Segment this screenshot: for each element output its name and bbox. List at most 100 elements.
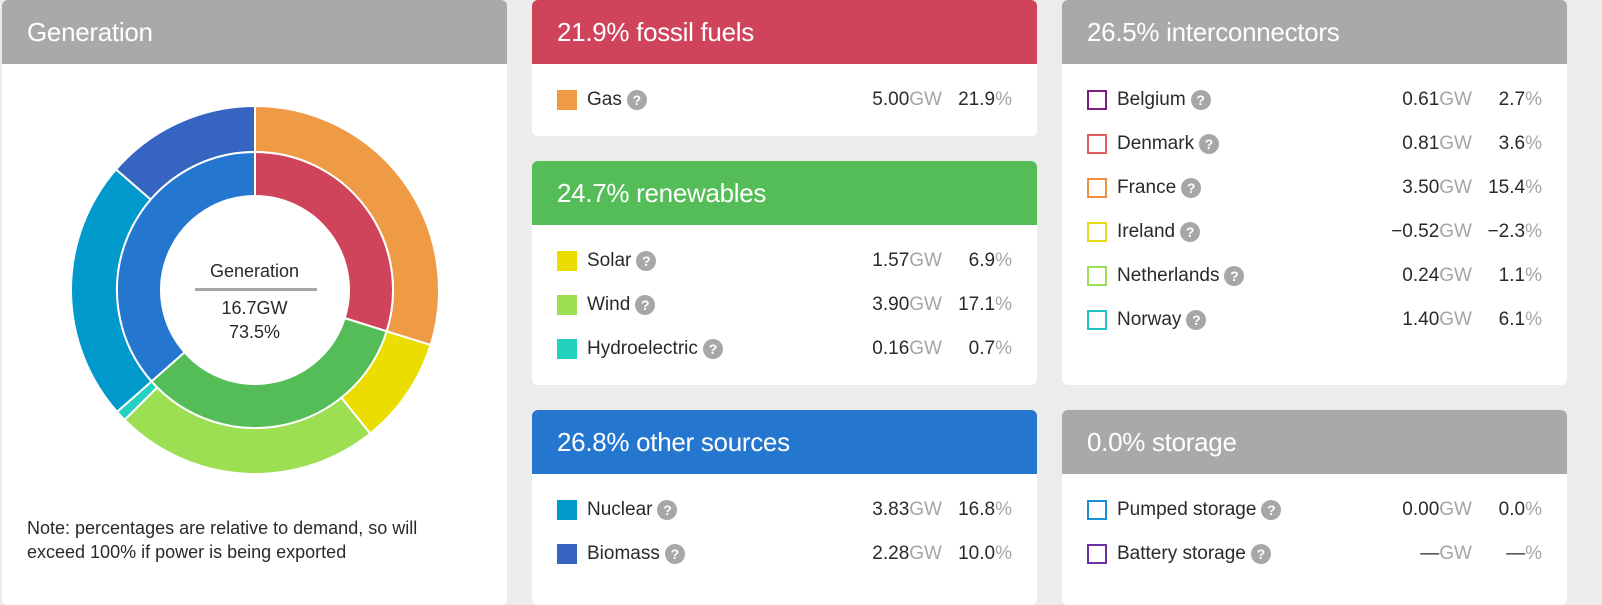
pct-unit: %: [995, 294, 1012, 315]
renewables-header: 24.7% renewables: [532, 161, 1037, 225]
question-mark-icon[interactable]: ?: [1250, 544, 1271, 564]
gw-unit: GW: [909, 499, 942, 520]
pct-value: 21.9%: [942, 89, 1012, 111]
row-label: Hydroelectric: [587, 338, 698, 359]
gw-value: 0.24GW: [1387, 265, 1472, 287]
gw-value: 0.16GW: [857, 338, 942, 360]
row-ireland: Ireland? −0.52GW −2.3%: [1087, 217, 1542, 247]
pct-value: 6.1%: [1472, 309, 1542, 331]
gw-number: 0.16: [872, 338, 910, 359]
gw-number: 1.57: [872, 250, 910, 271]
pct-unit: %: [1525, 543, 1542, 564]
row-label: France: [1117, 177, 1177, 198]
inner-slice-fossil-fuels[interactable]: [254, 150, 394, 333]
gw-number: 3.90: [872, 294, 910, 315]
pct-unit: %: [1525, 309, 1542, 330]
donut-center-pct: 73.5%: [228, 322, 281, 342]
row-label: Ireland: [1117, 221, 1176, 242]
gw-unit: GW: [909, 294, 942, 315]
pct-number: 6.9: [968, 250, 996, 271]
gw-number: 3.50: [1402, 177, 1440, 198]
row-label: Gas: [587, 89, 622, 110]
gw-unit: GW: [909, 543, 942, 564]
row-battery-storage: Battery storage? —GW —%: [1087, 539, 1542, 569]
gw-number: 5.00: [872, 89, 910, 110]
question-mark-icon[interactable]: ?: [1261, 500, 1282, 520]
pct-unit: %: [995, 543, 1012, 564]
legend-swatch: [1087, 178, 1107, 198]
pct-number: 3.6: [1498, 133, 1526, 154]
pct-unit: %: [995, 338, 1012, 359]
question-mark-icon[interactable]: ?: [635, 295, 656, 315]
row-label: Biomass: [587, 543, 660, 564]
row-label: Norway: [1117, 309, 1182, 330]
question-mark-icon[interactable]: ?: [702, 339, 723, 359]
fossil-fuels-card: 21.9% fossil fuels Gas? 5.00GW 21.9%: [532, 0, 1037, 136]
question-mark-icon[interactable]: ?: [664, 544, 685, 564]
pct-value: 16.8%: [942, 499, 1012, 521]
gw-unit: GW: [1439, 89, 1472, 110]
gw-value: —GW: [1387, 543, 1472, 565]
pct-value: 1.1%: [1472, 265, 1542, 287]
pct-value: 2.7%: [1472, 89, 1542, 111]
legend-swatch: [557, 90, 577, 110]
gw-number: 0.00: [1402, 499, 1440, 520]
row-label: Belgium: [1117, 89, 1186, 110]
gw-unit: GW: [1439, 221, 1472, 242]
question-mark-icon[interactable]: ?: [657, 500, 678, 520]
inner-slice-other-sources[interactable]: [116, 150, 256, 383]
row-solar: Solar? 1.57GW 6.9%: [557, 246, 1012, 276]
gw-value: 1.40GW: [1387, 309, 1472, 331]
question-mark-icon[interactable]: ?: [1199, 134, 1220, 154]
pct-unit: %: [1525, 89, 1542, 110]
interconnectors-card: 26.5% interconnectors Belgium? 0.61GW 2.7%…: [1062, 0, 1567, 385]
gw-value: 0.00GW: [1387, 499, 1472, 521]
generation-card: Generation Generation 16.7GW 73.5% Note:…: [2, 0, 507, 605]
gw-number: 0.24: [1402, 265, 1440, 286]
gw-unit: GW: [1439, 177, 1472, 198]
legend-swatch: [1087, 310, 1107, 330]
legend-swatch: [557, 251, 577, 271]
generation-header: Generation: [2, 0, 507, 64]
row-label: Pumped storage: [1117, 499, 1257, 520]
question-mark-icon[interactable]: ?: [1224, 266, 1245, 286]
gw-unit: GW: [1439, 309, 1472, 330]
gw-number: 0.81: [1402, 133, 1440, 154]
row-norway: Norway? 1.40GW 6.1%: [1087, 305, 1542, 335]
row-netherlands: Netherlands? 0.24GW 1.1%: [1087, 261, 1542, 291]
gw-unit: GW: [1439, 499, 1472, 520]
gw-unit: GW: [909, 250, 942, 271]
pct-number: —: [1506, 543, 1526, 564]
legend-swatch: [1087, 222, 1107, 242]
question-mark-icon[interactable]: ?: [1186, 310, 1207, 330]
legend-swatch: [1087, 266, 1107, 286]
gw-value: −0.52GW: [1387, 221, 1472, 243]
legend-swatch: [1087, 544, 1107, 564]
question-mark-icon[interactable]: ?: [1190, 90, 1211, 110]
question-mark-icon[interactable]: ?: [1180, 222, 1201, 242]
pct-value: 0.0%: [1472, 499, 1542, 521]
inner-slice-renewables[interactable]: [150, 316, 388, 429]
pct-value: 17.1%: [942, 294, 1012, 316]
row-belgium: Belgium? 0.61GW 2.7%: [1087, 85, 1542, 115]
row-label: Denmark: [1117, 133, 1195, 154]
gw-value: 0.61GW: [1387, 89, 1472, 111]
row-hydroelectric: Hydroelectric? 0.16GW 0.7%: [557, 334, 1012, 364]
row-label: Netherlands: [1117, 265, 1220, 286]
row-label: Battery storage: [1117, 543, 1246, 564]
row-label: Nuclear: [587, 499, 653, 520]
row-denmark: Denmark? 0.81GW 3.6%: [1087, 129, 1542, 159]
gw-value: 3.90GW: [857, 294, 942, 316]
pct-number: 10.0: [958, 543, 996, 564]
pct-number: −2.3: [1487, 221, 1526, 242]
pct-number: 6.1: [1498, 309, 1526, 330]
legend-swatch: [557, 339, 577, 359]
other-sources-card: 26.8% other sources Nuclear? 3.83GW 16.8% B…: [532, 410, 1037, 605]
question-mark-icon[interactable]: ?: [1181, 178, 1202, 198]
row-nuclear: Nuclear? 3.83GW 16.8%: [557, 495, 1012, 525]
pct-unit: %: [1525, 265, 1542, 286]
question-mark-icon[interactable]: ?: [626, 90, 647, 110]
row-label: Solar: [587, 250, 632, 271]
question-mark-icon[interactable]: ?: [636, 251, 657, 271]
pct-unit: %: [1525, 499, 1542, 520]
